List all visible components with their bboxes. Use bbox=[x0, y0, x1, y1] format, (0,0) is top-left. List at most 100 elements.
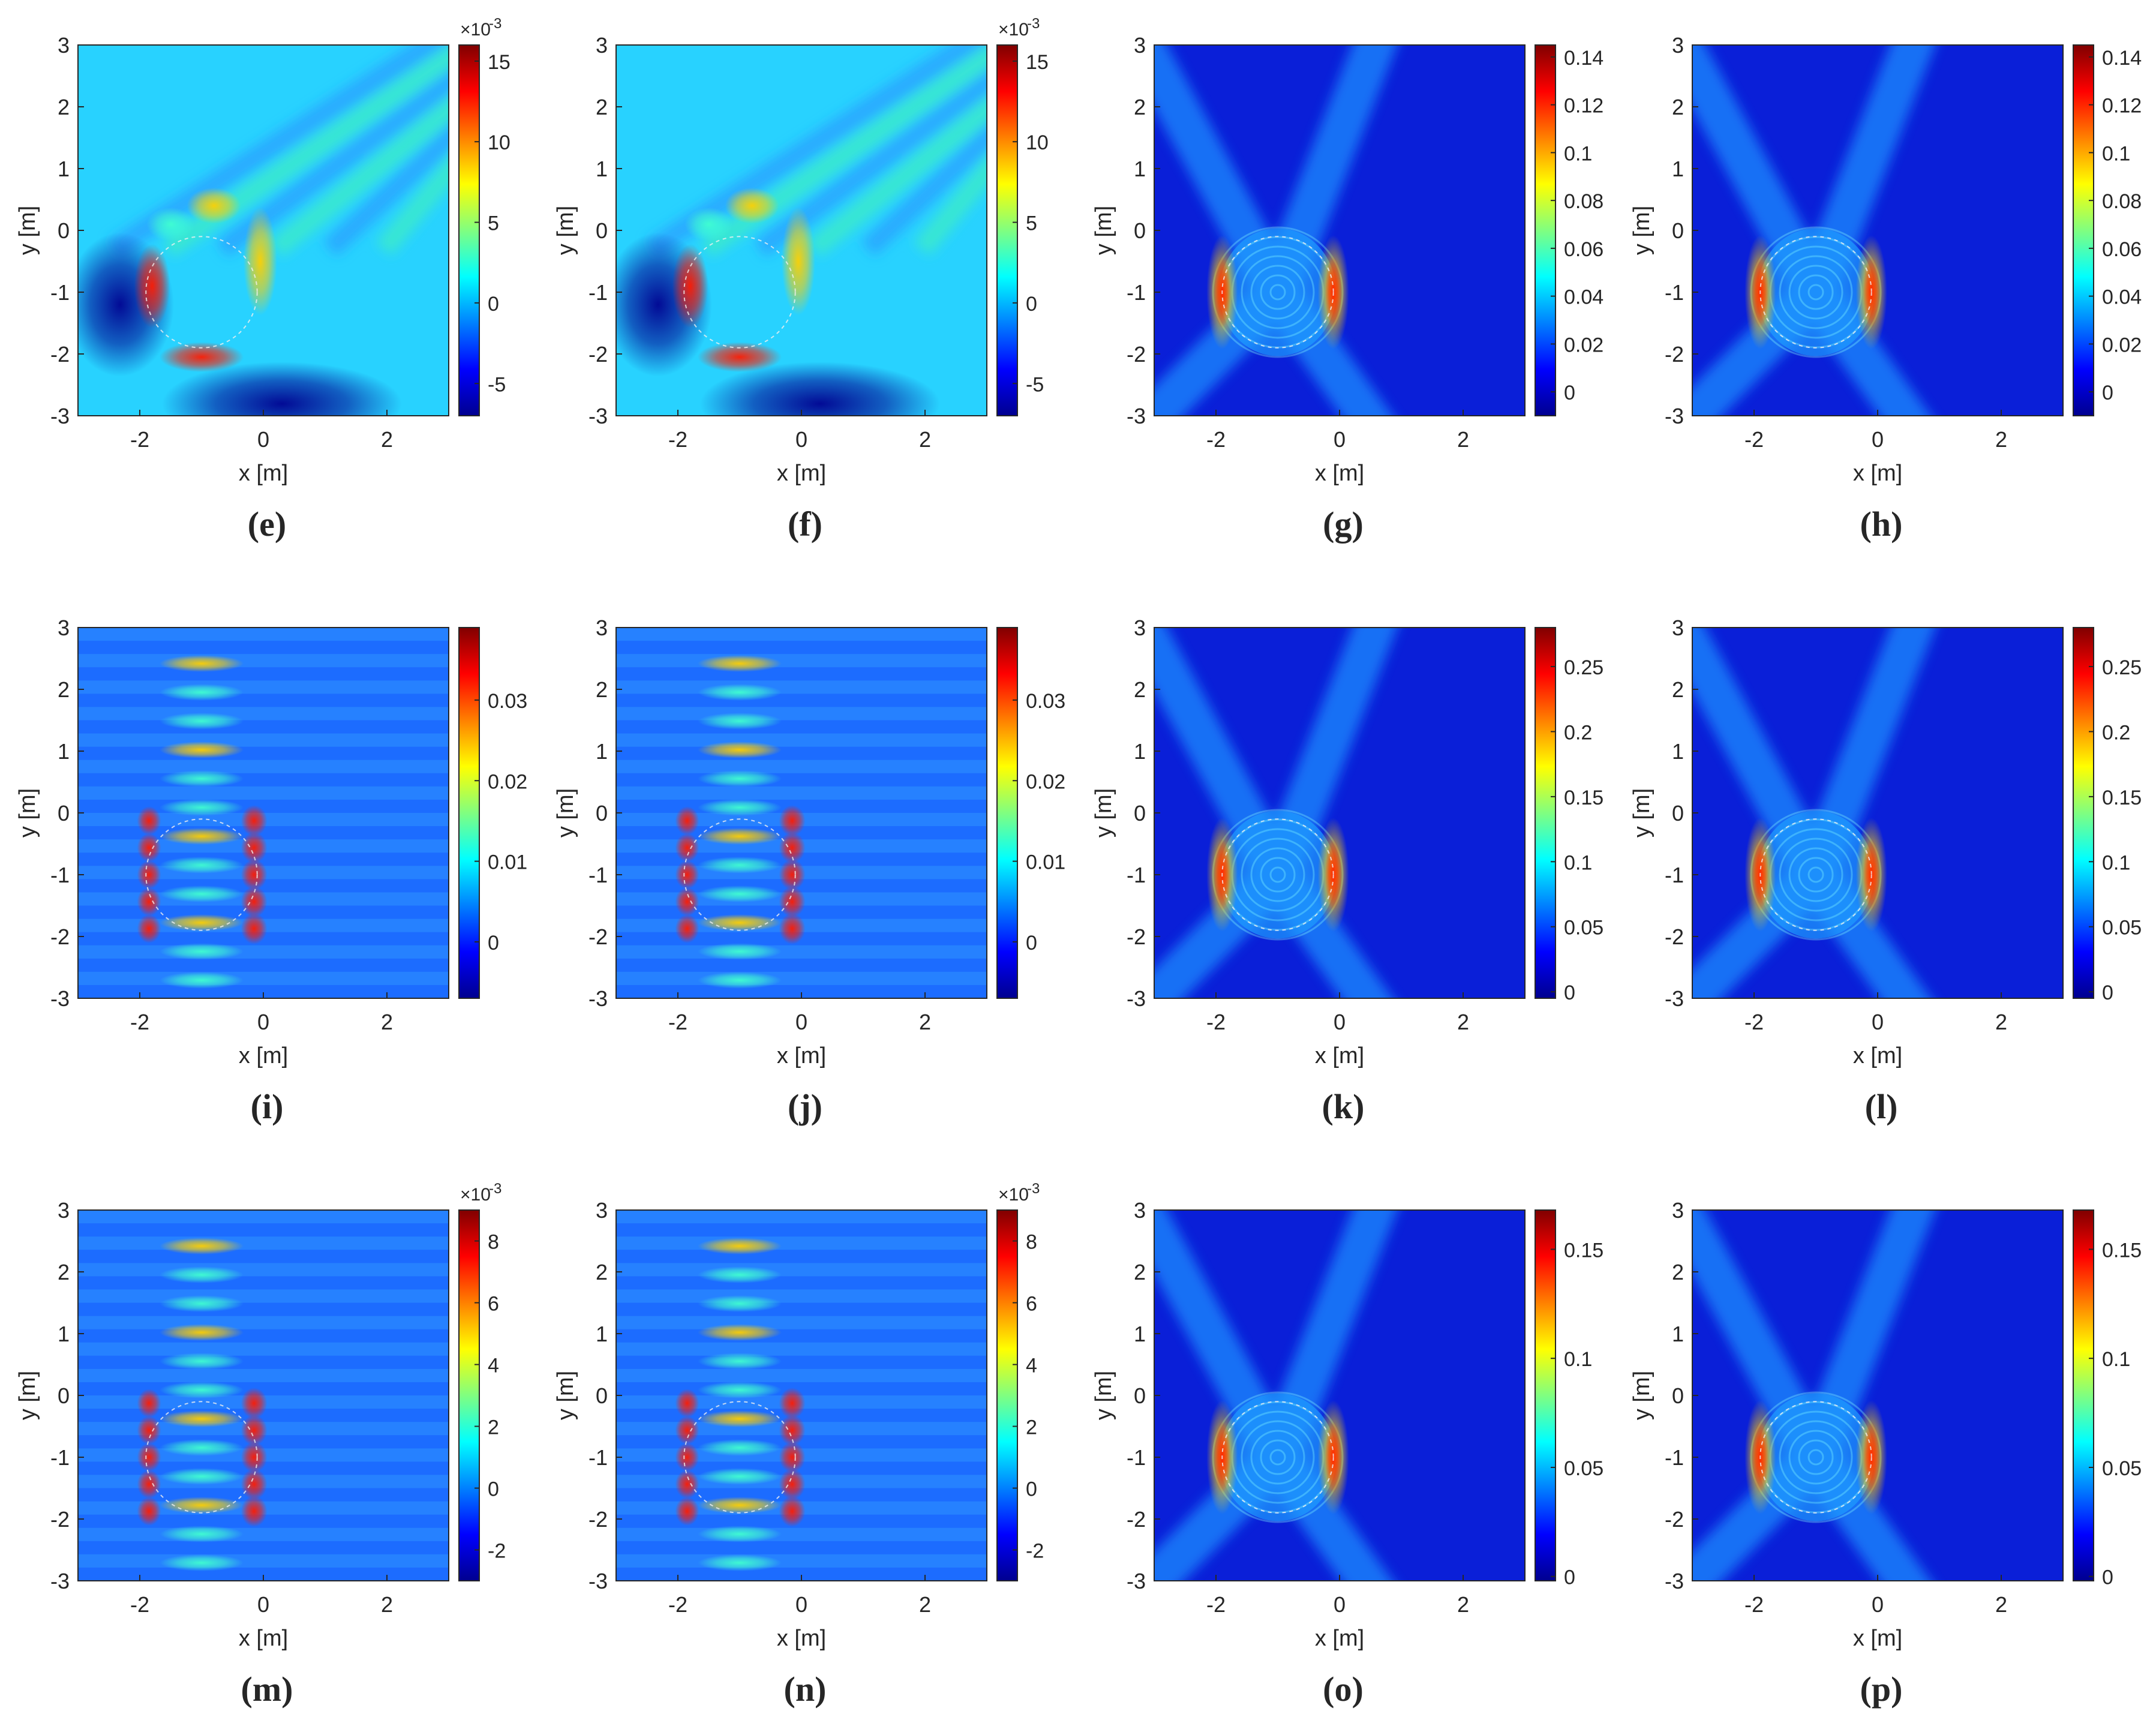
y-tick-label: -3 bbox=[588, 986, 608, 1011]
colorbar-tick-label: 0.1 bbox=[1564, 851, 1592, 874]
column-left bbox=[137, 887, 161, 916]
y-axis-label: y [m] bbox=[553, 788, 578, 838]
column-left bbox=[675, 806, 699, 835]
colorbar bbox=[996, 627, 1018, 999]
column-left bbox=[675, 833, 699, 862]
fringe-blob bbox=[698, 1554, 782, 1571]
colorbar-tick-label: 0 bbox=[1564, 981, 1575, 1004]
colorbar bbox=[1535, 44, 1556, 416]
y-tick-label: -1 bbox=[588, 863, 608, 887]
warm-spot-right bbox=[243, 207, 277, 316]
hot-spot-bottom bbox=[160, 342, 244, 373]
column-right bbox=[241, 1442, 268, 1473]
colorbar bbox=[458, 44, 480, 416]
y-axis-label: y [m] bbox=[1629, 788, 1654, 838]
x-tick-label: -2 bbox=[130, 1592, 149, 1617]
y-tick-label: -3 bbox=[50, 404, 70, 428]
colorbar-tick-label: 10 bbox=[1026, 131, 1049, 154]
caption-close: ) bbox=[272, 1087, 283, 1126]
column-right bbox=[779, 1469, 806, 1500]
caption-letter: i bbox=[262, 1087, 272, 1126]
stripe bbox=[616, 1342, 987, 1356]
y-tick-label: 2 bbox=[1672, 1260, 1684, 1284]
y-tick-label: 0 bbox=[1672, 1383, 1684, 1408]
colorbar-tick-label: 0.03 bbox=[488, 690, 527, 713]
x-tick-label: 0 bbox=[795, 1592, 807, 1617]
column-left bbox=[137, 1416, 161, 1445]
colorbar-tick-label: 4 bbox=[488, 1355, 499, 1377]
stripe bbox=[78, 760, 449, 773]
colorbar-tick-label: 0.25 bbox=[1564, 656, 1604, 679]
column-right bbox=[779, 832, 806, 863]
colorbar-tick-label: 0.12 bbox=[1564, 95, 1604, 118]
fringe-blob bbox=[698, 713, 782, 730]
stripe bbox=[78, 628, 449, 641]
x-tick-label: 2 bbox=[381, 1592, 393, 1617]
y-tick-label: -2 bbox=[50, 1507, 70, 1532]
colorbar-exponent-base: ×10 bbox=[460, 20, 491, 40]
caption-close: ) bbox=[811, 1087, 822, 1126]
caption-close: ) bbox=[1352, 1670, 1364, 1709]
wave-band bbox=[914, 155, 987, 256]
y-axis-label: y [m] bbox=[553, 206, 578, 255]
x-tick-label: 2 bbox=[1995, 1592, 2007, 1617]
colorbar-tick-label: 0.05 bbox=[2102, 1457, 2142, 1480]
colorbar-tick-label: 0 bbox=[2102, 981, 2113, 1004]
colorbar bbox=[1535, 1209, 1556, 1581]
y-tick-label: 2 bbox=[1134, 677, 1146, 702]
column-right bbox=[241, 886, 268, 917]
x-tick-label: 0 bbox=[1872, 427, 1884, 452]
colorbar-tick-label: 8 bbox=[1026, 1231, 1037, 1254]
y-tick-label: 2 bbox=[58, 677, 70, 702]
y-tick-label: -3 bbox=[588, 1569, 608, 1593]
panel-caption: (n) bbox=[784, 1670, 827, 1709]
fringe-blob bbox=[160, 828, 244, 845]
column-left bbox=[137, 860, 161, 889]
column-left bbox=[675, 860, 699, 889]
stripe bbox=[616, 707, 987, 721]
cyan-spot bbox=[684, 207, 733, 241]
y-tick-label: 2 bbox=[1672, 95, 1684, 119]
colorbar-tick-label: 0.03 bbox=[1026, 690, 1065, 713]
scatterer-outline bbox=[1221, 236, 1334, 349]
y-tick-label: 3 bbox=[596, 1198, 608, 1223]
x-axis-label: x [m] bbox=[239, 1043, 288, 1068]
fringe-blob bbox=[160, 885, 244, 902]
y-tick-label: 2 bbox=[58, 1260, 70, 1284]
warm-spot-top bbox=[187, 187, 241, 224]
colorbar-tick-label: 2 bbox=[1026, 1416, 1037, 1439]
y-tick-label: 1 bbox=[58, 157, 70, 181]
caption-open: ( bbox=[1860, 505, 1872, 544]
x-tick-label: 0 bbox=[257, 1010, 269, 1034]
fringe-blob bbox=[698, 1497, 782, 1514]
colorbar-tick-label: 0.25 bbox=[2102, 656, 2142, 679]
y-tick-label: 3 bbox=[596, 616, 608, 640]
colorbar-tick-label: 0 bbox=[488, 1478, 499, 1501]
colorbar-tick-label: 0.05 bbox=[2102, 917, 2142, 939]
y-tick-label: 0 bbox=[1134, 218, 1146, 243]
scatterer-outline bbox=[145, 1401, 258, 1514]
y-tick-label: -3 bbox=[588, 404, 608, 428]
y-tick-label: 0 bbox=[1672, 218, 1684, 243]
x-tick-label: 2 bbox=[381, 427, 393, 452]
y-axis-label: y [m] bbox=[15, 206, 40, 255]
y-tick-label: -1 bbox=[1665, 1445, 1684, 1470]
fringe-blob bbox=[698, 885, 782, 902]
column-left bbox=[137, 1497, 161, 1526]
x-axis-label: x [m] bbox=[1315, 1043, 1364, 1068]
colorbar-tick-label: 0.14 bbox=[1564, 47, 1604, 70]
stripe bbox=[78, 1236, 449, 1250]
y-tick-label: -2 bbox=[588, 342, 608, 367]
fringe-blob bbox=[698, 1353, 782, 1370]
hot-spot-bottom bbox=[698, 342, 782, 373]
fringe bbox=[1260, 274, 1296, 310]
caption-close: ) bbox=[1891, 505, 1902, 544]
y-tick-label: 0 bbox=[58, 218, 70, 243]
x-axis-label: x [m] bbox=[1315, 1626, 1364, 1651]
colorbar bbox=[458, 1209, 480, 1581]
y-tick-label: 3 bbox=[1134, 1198, 1146, 1223]
y-axis-label: y [m] bbox=[1091, 206, 1116, 255]
y-tick-label: -2 bbox=[50, 924, 70, 949]
fringe-blob bbox=[698, 943, 782, 960]
